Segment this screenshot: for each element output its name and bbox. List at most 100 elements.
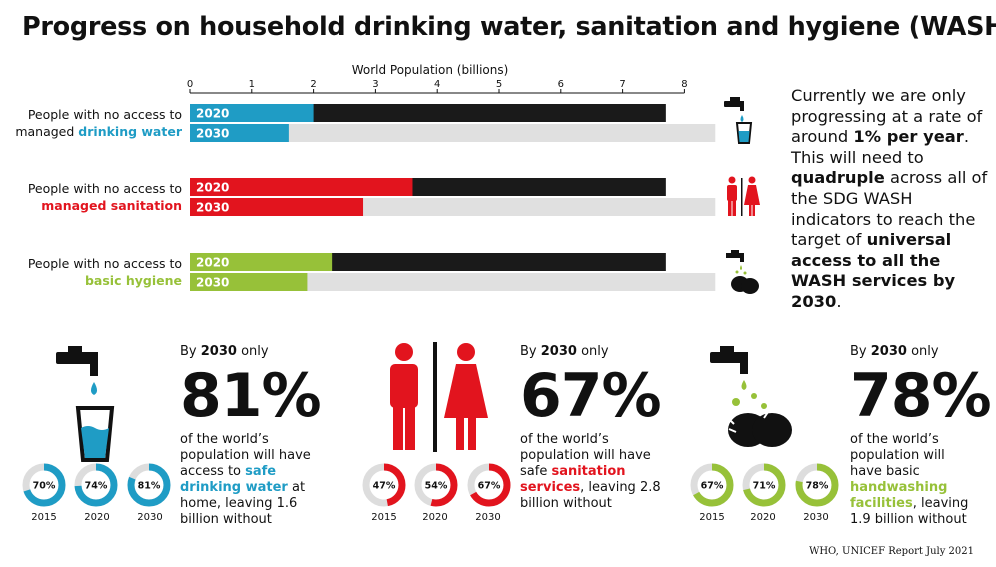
donut-fill-arc (362, 463, 406, 507)
by-prefix: By (520, 344, 541, 359)
desc-suffix: at home, leaving 1.6 billion without (180, 480, 306, 527)
population-total-bar (190, 273, 716, 291)
row-label-keyword: managed sanitation (41, 198, 182, 213)
donut-year-label: 2030 (803, 512, 829, 523)
population-bar-chart: 0 1 2 3 4 5 6 7 8 2020 2030 2020 2030 2020 2030 (187, 79, 716, 291)
bar-year-label: 2030 (196, 276, 229, 290)
bar-year-label: 2030 (196, 201, 229, 215)
donut-year-label: 2015 (699, 512, 725, 523)
by-prefix: By (180, 344, 201, 359)
x-tick-label: 2 (310, 79, 316, 90)
donut-year-label: 2020 (422, 512, 448, 523)
donut-year-label: 2020 (750, 512, 776, 523)
desc-keyword: handwashing facilities (850, 480, 948, 511)
panel1-description: of the world’s population will have acce… (180, 432, 325, 528)
row-label-line1: People with no access to (27, 181, 182, 196)
x-axis-title: World Population (billions) (351, 63, 509, 77)
bar-year-label: 2030 (196, 127, 229, 141)
page-title: Progress on household drinking water, sa… (22, 12, 996, 42)
panel1-donuts: 70% 74% 81% (22, 463, 171, 507)
row-label-line2: managed (15, 124, 75, 139)
donut-year-label: 2015 (371, 512, 397, 523)
donut-percent-label: 74% (85, 481, 108, 492)
row-label-line1: People with no access to (27, 256, 182, 271)
donut-year-label: 2030 (137, 512, 163, 523)
no-access-bar (190, 273, 308, 291)
donut-fill-arc (127, 463, 171, 507)
panel2-description: of the world’s population will have safe… (520, 432, 665, 512)
by-year: 2030 (200, 344, 237, 359)
bar-year-label: 2020 (196, 107, 229, 121)
donut-fill-arc (22, 463, 66, 507)
panel1-big-percent: 81% (180, 361, 322, 431)
desc-keyword: safe drinking water (180, 464, 288, 495)
man-woman-large-icon (390, 342, 488, 452)
donut-percent-label: 71% (753, 481, 776, 492)
row-label-sanitation: People with no access to managed sanitat… (10, 180, 182, 214)
donut-fill-arc (467, 463, 511, 507)
bar-year-label: 2020 (196, 181, 229, 195)
row-label-keyword: basic hygiene (84, 273, 182, 288)
no-access-bar (190, 124, 289, 142)
by-suffix: only (576, 344, 609, 359)
desc-keyword: sanitation services (520, 464, 626, 495)
donut-percent-label: 70% (33, 481, 56, 492)
donut-year-label: 2015 (31, 512, 57, 523)
donut-percent-label: 47% (373, 481, 396, 492)
no-access-bar (190, 198, 364, 216)
summary-text-3: across all of the SDG WASH indicators to… (791, 168, 988, 250)
panel3-by-line: By 2030 only (850, 344, 939, 359)
no-access-bar (190, 178, 413, 196)
summary-bold-2: quadruple (791, 168, 885, 188)
panel3-donuts: 67% 71% 78% (690, 463, 839, 507)
desc-prefix: of the world’s population will have basi… (850, 432, 945, 479)
row-label-line1: People with no access to (27, 107, 182, 122)
desc-prefix: of the world’s population will have safe (520, 432, 651, 479)
bar-year-label: 2020 (196, 256, 229, 270)
by-suffix: only (906, 344, 939, 359)
panel2-donuts: 47% 54% 67% (362, 463, 511, 507)
panel2-by-line: By 2030 only (520, 344, 609, 359)
desc-suffix: , leaving 2.8 billion without (520, 480, 661, 511)
donut-fill-arc (795, 463, 839, 507)
summary-bold-1: 1% per year (853, 127, 964, 147)
x-tick-label: 5 (496, 79, 502, 90)
donut-percent-label: 54% (425, 481, 448, 492)
no-access-bar (190, 104, 314, 122)
source-credit: WHO, UNICEF Report July 2021 (809, 546, 974, 557)
donut-percent-label: 78% (806, 481, 829, 492)
desc-suffix: , leaving 1.9 billion without (850, 496, 969, 527)
x-tick-label: 6 (558, 79, 564, 90)
x-tick-label: 8 (681, 79, 687, 90)
donut-fill-arc (742, 463, 786, 507)
no-access-bar (190, 253, 333, 271)
x-tick-label: 1 (249, 79, 255, 90)
donut-fill-arc (414, 463, 458, 507)
desc-prefix: of the world’s population will have acce… (180, 432, 311, 479)
row-label-drinking-water: People with no access to managed drinkin… (10, 106, 182, 140)
side-summary-text: Currently we are only progressing at a r… (791, 86, 991, 313)
summary-text-2: . This will need to (791, 127, 969, 167)
man-woman-icon (727, 176, 760, 216)
by-suffix: only (236, 344, 269, 359)
by-prefix: By (850, 344, 871, 359)
donut-percent-label: 81% (138, 481, 161, 492)
by-year: 2030 (540, 344, 577, 359)
row-label-hygiene: People with no access to basic hygiene (10, 255, 182, 289)
donut-percent-label: 67% (478, 481, 501, 492)
donut-year-label: 2030 (475, 512, 501, 523)
summary-text-4: . (836, 291, 842, 311)
row-label-keyword: drinking water (78, 124, 182, 139)
donut-year-label: 2020 (84, 512, 110, 523)
panel2-big-percent: 67% (520, 361, 662, 431)
donut-fill-arc (74, 463, 118, 507)
x-tick-label: 0 (187, 79, 193, 90)
x-tick-label: 4 (434, 79, 440, 90)
panel3-big-percent: 78% (850, 361, 992, 431)
tap-handwashing-large-icon (710, 346, 792, 447)
tap-glass-icon (724, 97, 753, 144)
summary-text-1: Currently we are only progressing at a r… (791, 86, 983, 147)
x-tick-label: 3 (372, 79, 378, 90)
tap-handwashing-icon (726, 250, 759, 294)
donut-percent-label: 67% (701, 481, 724, 492)
